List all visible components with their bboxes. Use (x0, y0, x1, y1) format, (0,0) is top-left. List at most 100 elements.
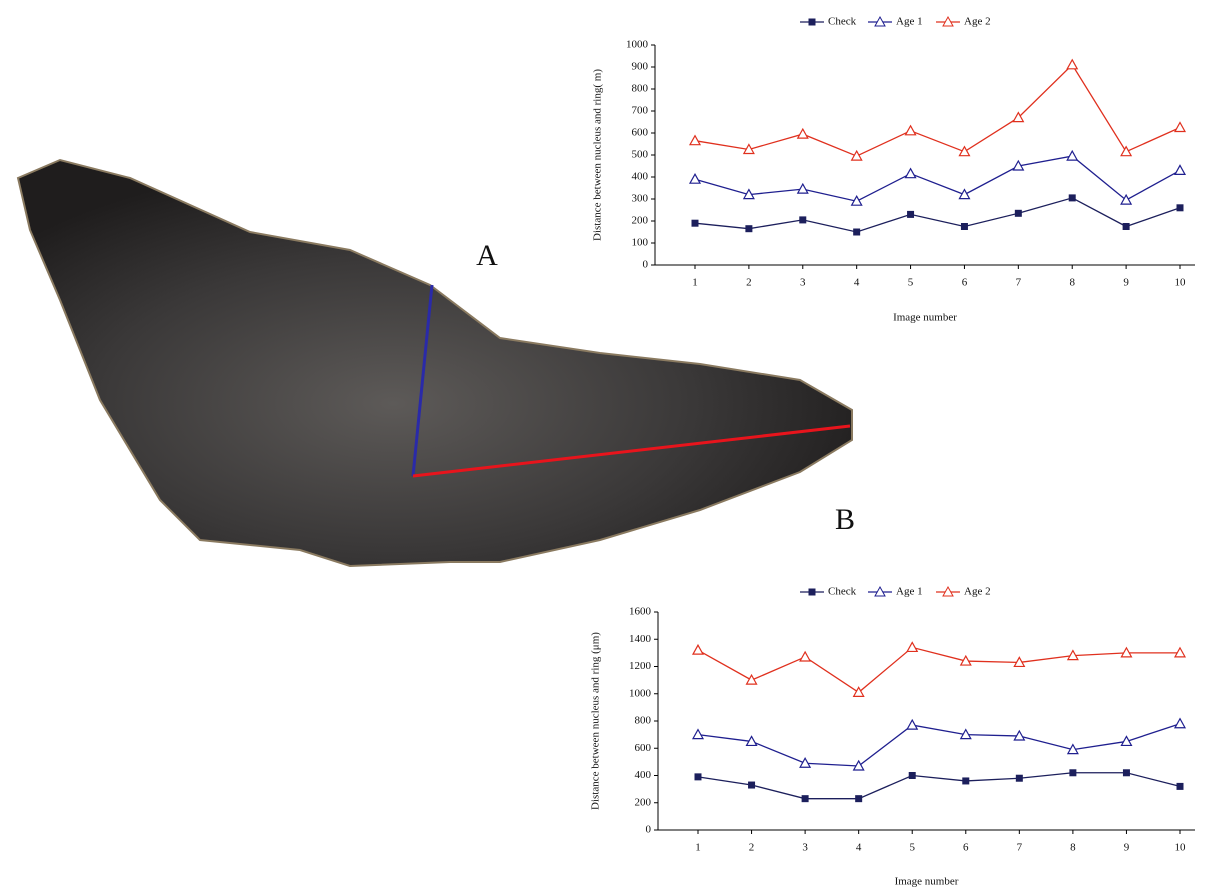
marker (1069, 769, 1076, 776)
y-tick-label: 1200 (629, 660, 652, 672)
y-axis-label: Distance between nucleus and ring( m) (592, 69, 604, 241)
marker (1175, 719, 1185, 728)
x-tick-label: 1 (692, 277, 698, 289)
legend-label: Age 2 (964, 586, 991, 598)
marker (799, 216, 806, 223)
marker (1123, 769, 1130, 776)
marker (1016, 775, 1023, 782)
series-line (695, 65, 1180, 156)
x-tick-label: 1 (695, 842, 701, 854)
annotation: B (835, 503, 855, 536)
y-axis-label: Distance between nucleus and ring (μm) (590, 632, 602, 810)
marker (1015, 210, 1022, 217)
marker (1177, 204, 1184, 211)
y-tick-label: 0 (646, 824, 652, 836)
y-tick-label: 400 (632, 171, 649, 183)
marker (907, 211, 914, 218)
series-line (695, 198, 1180, 232)
y-tick-label: 600 (635, 742, 652, 754)
marker (907, 720, 917, 729)
marker (907, 642, 917, 651)
legend-label: Age 1 (896, 16, 923, 28)
x-tick-label: 9 (1123, 277, 1129, 289)
otolith-image (18, 160, 852, 566)
y-tick-label: 200 (632, 215, 649, 227)
x-tick-label: 2 (749, 842, 755, 854)
marker (909, 772, 916, 779)
y-tick-label: 500 (632, 149, 649, 161)
y-tick-label: 800 (632, 83, 649, 95)
marker (800, 652, 810, 661)
y-tick-label: 1000 (629, 687, 652, 699)
marker (961, 223, 968, 230)
series-line (698, 773, 1180, 799)
y-tick-label: 1000 (626, 39, 649, 51)
marker (1121, 147, 1131, 156)
x-tick-label: 7 (1017, 842, 1023, 854)
y-tick-label: 400 (635, 769, 652, 781)
marker (1175, 123, 1185, 132)
marker (690, 174, 700, 183)
marker (962, 777, 969, 784)
legend-label: Age 2 (964, 16, 991, 28)
marker (802, 795, 809, 802)
marker (1123, 223, 1130, 230)
y-tick-label: 0 (643, 259, 649, 271)
x-tick-label: 3 (800, 277, 806, 289)
x-tick-label: 4 (856, 842, 862, 854)
x-axis-label: Image number (893, 312, 957, 324)
x-tick-label: 9 (1124, 842, 1130, 854)
x-tick-label: 8 (1069, 277, 1075, 289)
marker (855, 795, 862, 802)
legend-marker (809, 19, 816, 26)
marker (1175, 165, 1185, 174)
x-tick-label: 3 (802, 842, 808, 854)
y-tick-label: 300 (632, 193, 649, 205)
marker (745, 225, 752, 232)
marker (692, 220, 699, 227)
x-tick-label: 6 (962, 277, 968, 289)
marker (800, 758, 810, 767)
marker (959, 147, 969, 156)
y-tick-label: 1600 (629, 606, 652, 618)
marker (798, 184, 808, 193)
series-line (698, 724, 1180, 766)
legend-label: Check (828, 586, 857, 598)
marker (1069, 194, 1076, 201)
marker (906, 126, 916, 135)
x-tick-label: 5 (908, 277, 914, 289)
x-tick-label: 6 (963, 842, 969, 854)
marker (747, 675, 757, 684)
marker (1067, 151, 1077, 160)
legend-label: Age 1 (896, 586, 923, 598)
x-tick-label: 8 (1070, 842, 1076, 854)
marker (695, 773, 702, 780)
marker (1067, 60, 1077, 69)
x-tick-label: 7 (1016, 277, 1022, 289)
y-tick-label: 700 (632, 105, 649, 117)
x-axis-label: Image number (895, 876, 959, 888)
x-tick-label: 10 (1175, 277, 1187, 289)
series-line (695, 156, 1180, 201)
x-tick-label: 4 (854, 277, 860, 289)
y-tick-label: 800 (635, 715, 652, 727)
marker (748, 782, 755, 789)
marker (853, 229, 860, 236)
marker (693, 645, 703, 654)
marker (1177, 783, 1184, 790)
y-tick-label: 200 (635, 796, 652, 808)
marker (798, 129, 808, 138)
figure: A010020030040050060070080090010001234567… (0, 0, 1208, 891)
x-tick-label: 5 (909, 842, 915, 854)
legend-label: Check (828, 16, 857, 28)
x-tick-label: 2 (746, 277, 752, 289)
marker (852, 151, 862, 160)
legend-marker (809, 589, 816, 596)
annotation: A (476, 239, 498, 272)
y-tick-label: 100 (632, 237, 649, 249)
x-tick-label: 10 (1175, 842, 1187, 854)
y-tick-label: 1400 (629, 633, 652, 645)
marker (906, 169, 916, 178)
y-tick-label: 900 (632, 61, 649, 73)
marker (693, 730, 703, 739)
